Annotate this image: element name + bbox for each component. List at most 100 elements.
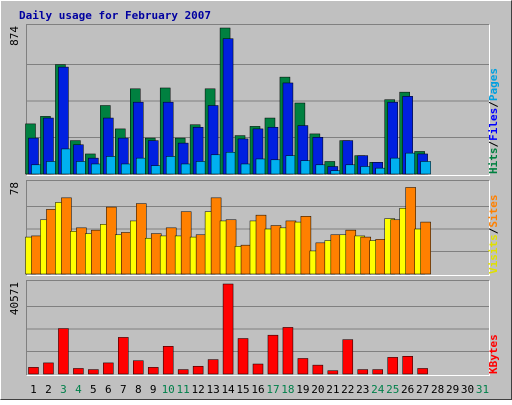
bar-pages-day-22 <box>345 164 357 175</box>
bar-sites-day-21 <box>330 234 342 275</box>
bar-pages-day-16 <box>255 158 267 175</box>
bar-pages-day-26 <box>405 152 416 175</box>
bar-sites-day-12 <box>195 234 207 275</box>
panel-2-legend: KBytes <box>487 334 500 374</box>
bar-kbytes-day-15 <box>237 338 249 375</box>
x-tick-label-day-6: 6 <box>105 383 112 396</box>
x-tick-label-day-21: 21 <box>326 383 339 396</box>
x-tick-label-day-19: 19 <box>296 383 309 396</box>
bar-kbytes-day-9 <box>147 367 159 375</box>
x-tick-label-day-5: 5 <box>90 383 97 396</box>
x-tick-label-day-25: 25 <box>386 383 399 396</box>
x-tick-label-day-24: 24 <box>371 383 385 396</box>
bar-sites-day-8 <box>136 203 147 275</box>
bar-kbytes-day-4 <box>73 368 84 375</box>
x-tick-label-day-31: 31 <box>476 383 489 396</box>
x-tick-label-day-29: 29 <box>446 383 459 396</box>
x-tick-label-day-4: 4 <box>75 383 82 396</box>
bar-pages-day-1 <box>31 164 42 175</box>
x-tick-label-day-10: 10 <box>162 383 175 396</box>
bar-kbytes-day-27 <box>417 368 428 375</box>
x-tick-label-day-12: 12 <box>192 383 205 396</box>
bar-pages-day-13 <box>210 154 222 175</box>
bar-sites-day-10 <box>165 227 177 275</box>
bar-sites-day-16 <box>255 214 267 275</box>
bar-sites-day-6 <box>106 206 117 275</box>
bar-pages-day-27 <box>420 161 431 175</box>
x-tick-label-day-3: 3 <box>60 383 67 396</box>
bar-kbytes-day-5 <box>88 369 99 375</box>
x-tick-label-day-11: 11 <box>177 383 190 396</box>
bar-pages-day-4 <box>76 161 87 175</box>
bar-pages-day-14 <box>225 152 237 175</box>
panel-2-frame-shadow <box>26 280 490 376</box>
bar-sites-day-3 <box>61 197 72 275</box>
bar-sites-day-19 <box>300 216 312 275</box>
panel-2-frame-highlight <box>26 280 490 376</box>
bar-kbytes-day-1 <box>28 367 39 375</box>
bar-pages-day-12 <box>195 161 207 175</box>
bar-sites-day-25 <box>390 219 401 275</box>
bar-pages-day-21 <box>330 170 342 175</box>
panel-1-legend-visits: Visits <box>487 234 500 274</box>
x-tick-label-day-16: 16 <box>251 383 264 396</box>
bar-pages-day-19 <box>300 160 312 175</box>
bar-kbytes-day-14 <box>222 283 234 375</box>
panel-1-frame-highlight <box>26 180 490 276</box>
panel-2-legend-kbytes: KBytes <box>487 334 500 374</box>
x-tick-label-day-18: 18 <box>281 383 294 396</box>
bar-sites-day-5 <box>91 229 102 275</box>
x-tick-label-day-1: 1 <box>30 383 37 396</box>
bar-kbytes-day-7 <box>118 337 129 375</box>
bar-sites-day-9 <box>150 233 162 275</box>
bar-pages-day-11 <box>180 163 192 175</box>
panel-1-legend-separator: / <box>487 227 500 234</box>
panel-0-legend: Hits/Files/Pages <box>487 68 500 174</box>
x-tick-label-day-17: 17 <box>266 383 279 396</box>
panel-0-legend-files: Files <box>487 108 500 141</box>
x-axis-day-labels: 1 2 3 4 5 6 7 8 9 10 11 12 13 14 15 16 17 18 19 20 21 22 23 24 2… <box>30 383 489 396</box>
bar-sites-day-17 <box>270 225 282 275</box>
bar-kbytes-day-11 <box>177 369 189 375</box>
bar-kbytes-day-6 <box>103 362 114 375</box>
bar-sites-day-18 <box>285 220 297 275</box>
x-tick-label-day-27: 27 <box>416 383 429 396</box>
bar-kbytes-day-2 <box>43 362 54 375</box>
bar-kbytes-day-20 <box>312 364 324 375</box>
panel-0-axis-max-label: 874 <box>8 26 21 46</box>
bar-kbytes-day-17 <box>267 334 279 375</box>
bar-kbytes-day-18 <box>282 327 294 375</box>
bar-sites-day-2 <box>46 209 57 275</box>
bar-pages-day-24 <box>375 167 386 175</box>
panel-0-legend-separator: / <box>487 141 500 148</box>
bar-sites-day-13 <box>210 197 222 275</box>
x-tick-label-day-28: 28 <box>431 383 444 396</box>
bar-kbytes-day-13 <box>207 359 219 375</box>
x-tick-label-day-9: 9 <box>150 383 157 396</box>
bar-kbytes-day-24 <box>372 369 383 375</box>
bar-pages-day-8 <box>136 157 147 175</box>
bar-pages-day-18 <box>285 155 297 175</box>
x-tick-label-day-23: 23 <box>356 383 369 396</box>
bar-pages-day-2 <box>46 161 57 175</box>
x-tick-label-day-20: 20 <box>311 383 324 396</box>
bar-sites-day-1 <box>31 235 42 275</box>
bar-pages-day-10 <box>165 156 177 175</box>
bar-kbytes-day-25 <box>387 357 398 375</box>
bar-pages-day-15 <box>240 163 252 175</box>
bar-pages-day-5 <box>91 163 102 175</box>
bar-pages-day-23 <box>360 166 372 175</box>
panel-0-legend-hits: Hits <box>487 148 500 175</box>
bar-pages-day-20 <box>315 164 327 175</box>
bar-sites-day-23 <box>360 236 372 275</box>
panel-1-axis-max-label: 78 <box>8 182 21 195</box>
bar-kbytes-day-23 <box>357 369 369 375</box>
bar-pages-day-7 <box>121 163 132 175</box>
bar-kbytes-day-21 <box>327 370 339 375</box>
x-tick-label-day-30: 30 <box>461 383 474 396</box>
bar-kbytes-day-19 <box>297 358 309 375</box>
bar-kbytes-day-16 <box>252 363 264 375</box>
bar-pages-day-6 <box>106 156 117 175</box>
panel-1-legend-sites: Sites <box>487 195 500 228</box>
